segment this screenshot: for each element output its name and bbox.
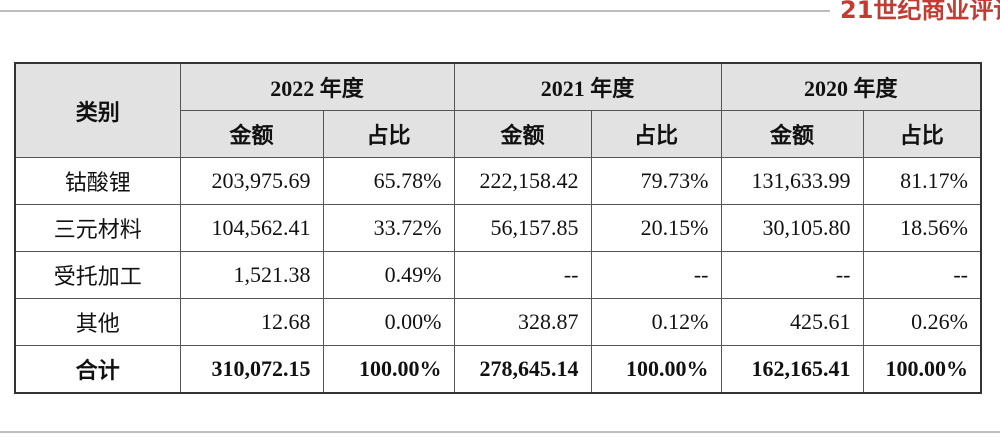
cell: 12.68	[179, 298, 324, 346]
cell: --	[453, 251, 592, 299]
data-table: 类别 2022 年度 2021 年度 2020 年度 金额 占比 金额 占比 金额 占比 钴酸锂 20…	[14, 62, 982, 394]
year-header: 2021 年度	[453, 62, 722, 111]
cell: 222,158.42	[453, 157, 592, 205]
cell: 81.17%	[862, 157, 982, 205]
table-row: 钴酸锂 203,975.69 65.78% 222,158.42 79.73% 131,6…	[14, 157, 982, 205]
cell: 30,105.80	[720, 204, 864, 252]
sub-header: 占比	[862, 110, 982, 158]
cell: 100.00%	[862, 345, 982, 394]
row-label: 合计	[14, 345, 181, 394]
year-header: 2022 年度	[179, 62, 455, 111]
table-row: 受托加工 1,521.38 0.49% -- -- -- --	[14, 251, 982, 299]
cell: --	[720, 251, 864, 299]
cell: 425.61	[720, 298, 864, 346]
sub-header: 金额	[453, 110, 592, 158]
cell: 0.49%	[322, 251, 455, 299]
cell: 33.72%	[322, 204, 455, 252]
cell: 0.26%	[862, 298, 982, 346]
cell: 79.73%	[590, 157, 722, 205]
top-rule	[0, 10, 830, 12]
cell: 278,645.14	[453, 345, 592, 394]
cell: 1,521.38	[179, 251, 324, 299]
cell: 104,562.41	[179, 204, 324, 252]
cell: 65.78%	[322, 157, 455, 205]
cell: 328.87	[453, 298, 592, 346]
row-label: 受托加工	[14, 251, 181, 299]
bottom-rule	[0, 431, 1000, 433]
header-row: 金额 占比 金额 占比 金额 占比	[15, 110, 982, 158]
cell: 162,165.41	[720, 345, 864, 394]
cell: 18.56%	[862, 204, 982, 252]
table-row: 其他 12.68 0.00% 328.87 0.12% 425.61 0.26%	[14, 298, 982, 346]
cell: --	[862, 251, 982, 299]
year-header: 2020 年度	[720, 62, 982, 111]
row-label: 其他	[14, 298, 181, 346]
sub-header: 金额	[720, 110, 864, 158]
cell: 0.00%	[322, 298, 455, 346]
cell: 100.00%	[322, 345, 455, 394]
cell: --	[590, 251, 722, 299]
row-label: 三元材料	[14, 204, 181, 252]
cell: 131,633.99	[720, 157, 864, 205]
sub-header: 占比	[322, 110, 455, 158]
table-row: 合计 310,072.15 100.00% 278,645.14 100.00% 162,…	[14, 345, 982, 394]
category-header: 类别	[14, 62, 181, 158]
cell: 310,072.15	[179, 345, 324, 394]
brand: 21世纪商业评论	[840, 0, 1000, 24]
sub-header: 占比	[590, 110, 722, 158]
cell: 203,975.69	[179, 157, 324, 205]
table-row: 三元材料 104,562.41 33.72% 56,157.85 20.15% 30,10…	[14, 204, 982, 252]
sub-header: 金额	[179, 110, 324, 158]
cell: 100.00%	[590, 345, 722, 394]
row-label: 钴酸锂	[14, 157, 181, 205]
cell: 20.15%	[590, 204, 722, 252]
cell: 56,157.85	[453, 204, 592, 252]
header-row: 类别 2022 年度 2021 年度 2020 年度	[14, 62, 982, 158]
cell: 0.12%	[590, 298, 722, 346]
